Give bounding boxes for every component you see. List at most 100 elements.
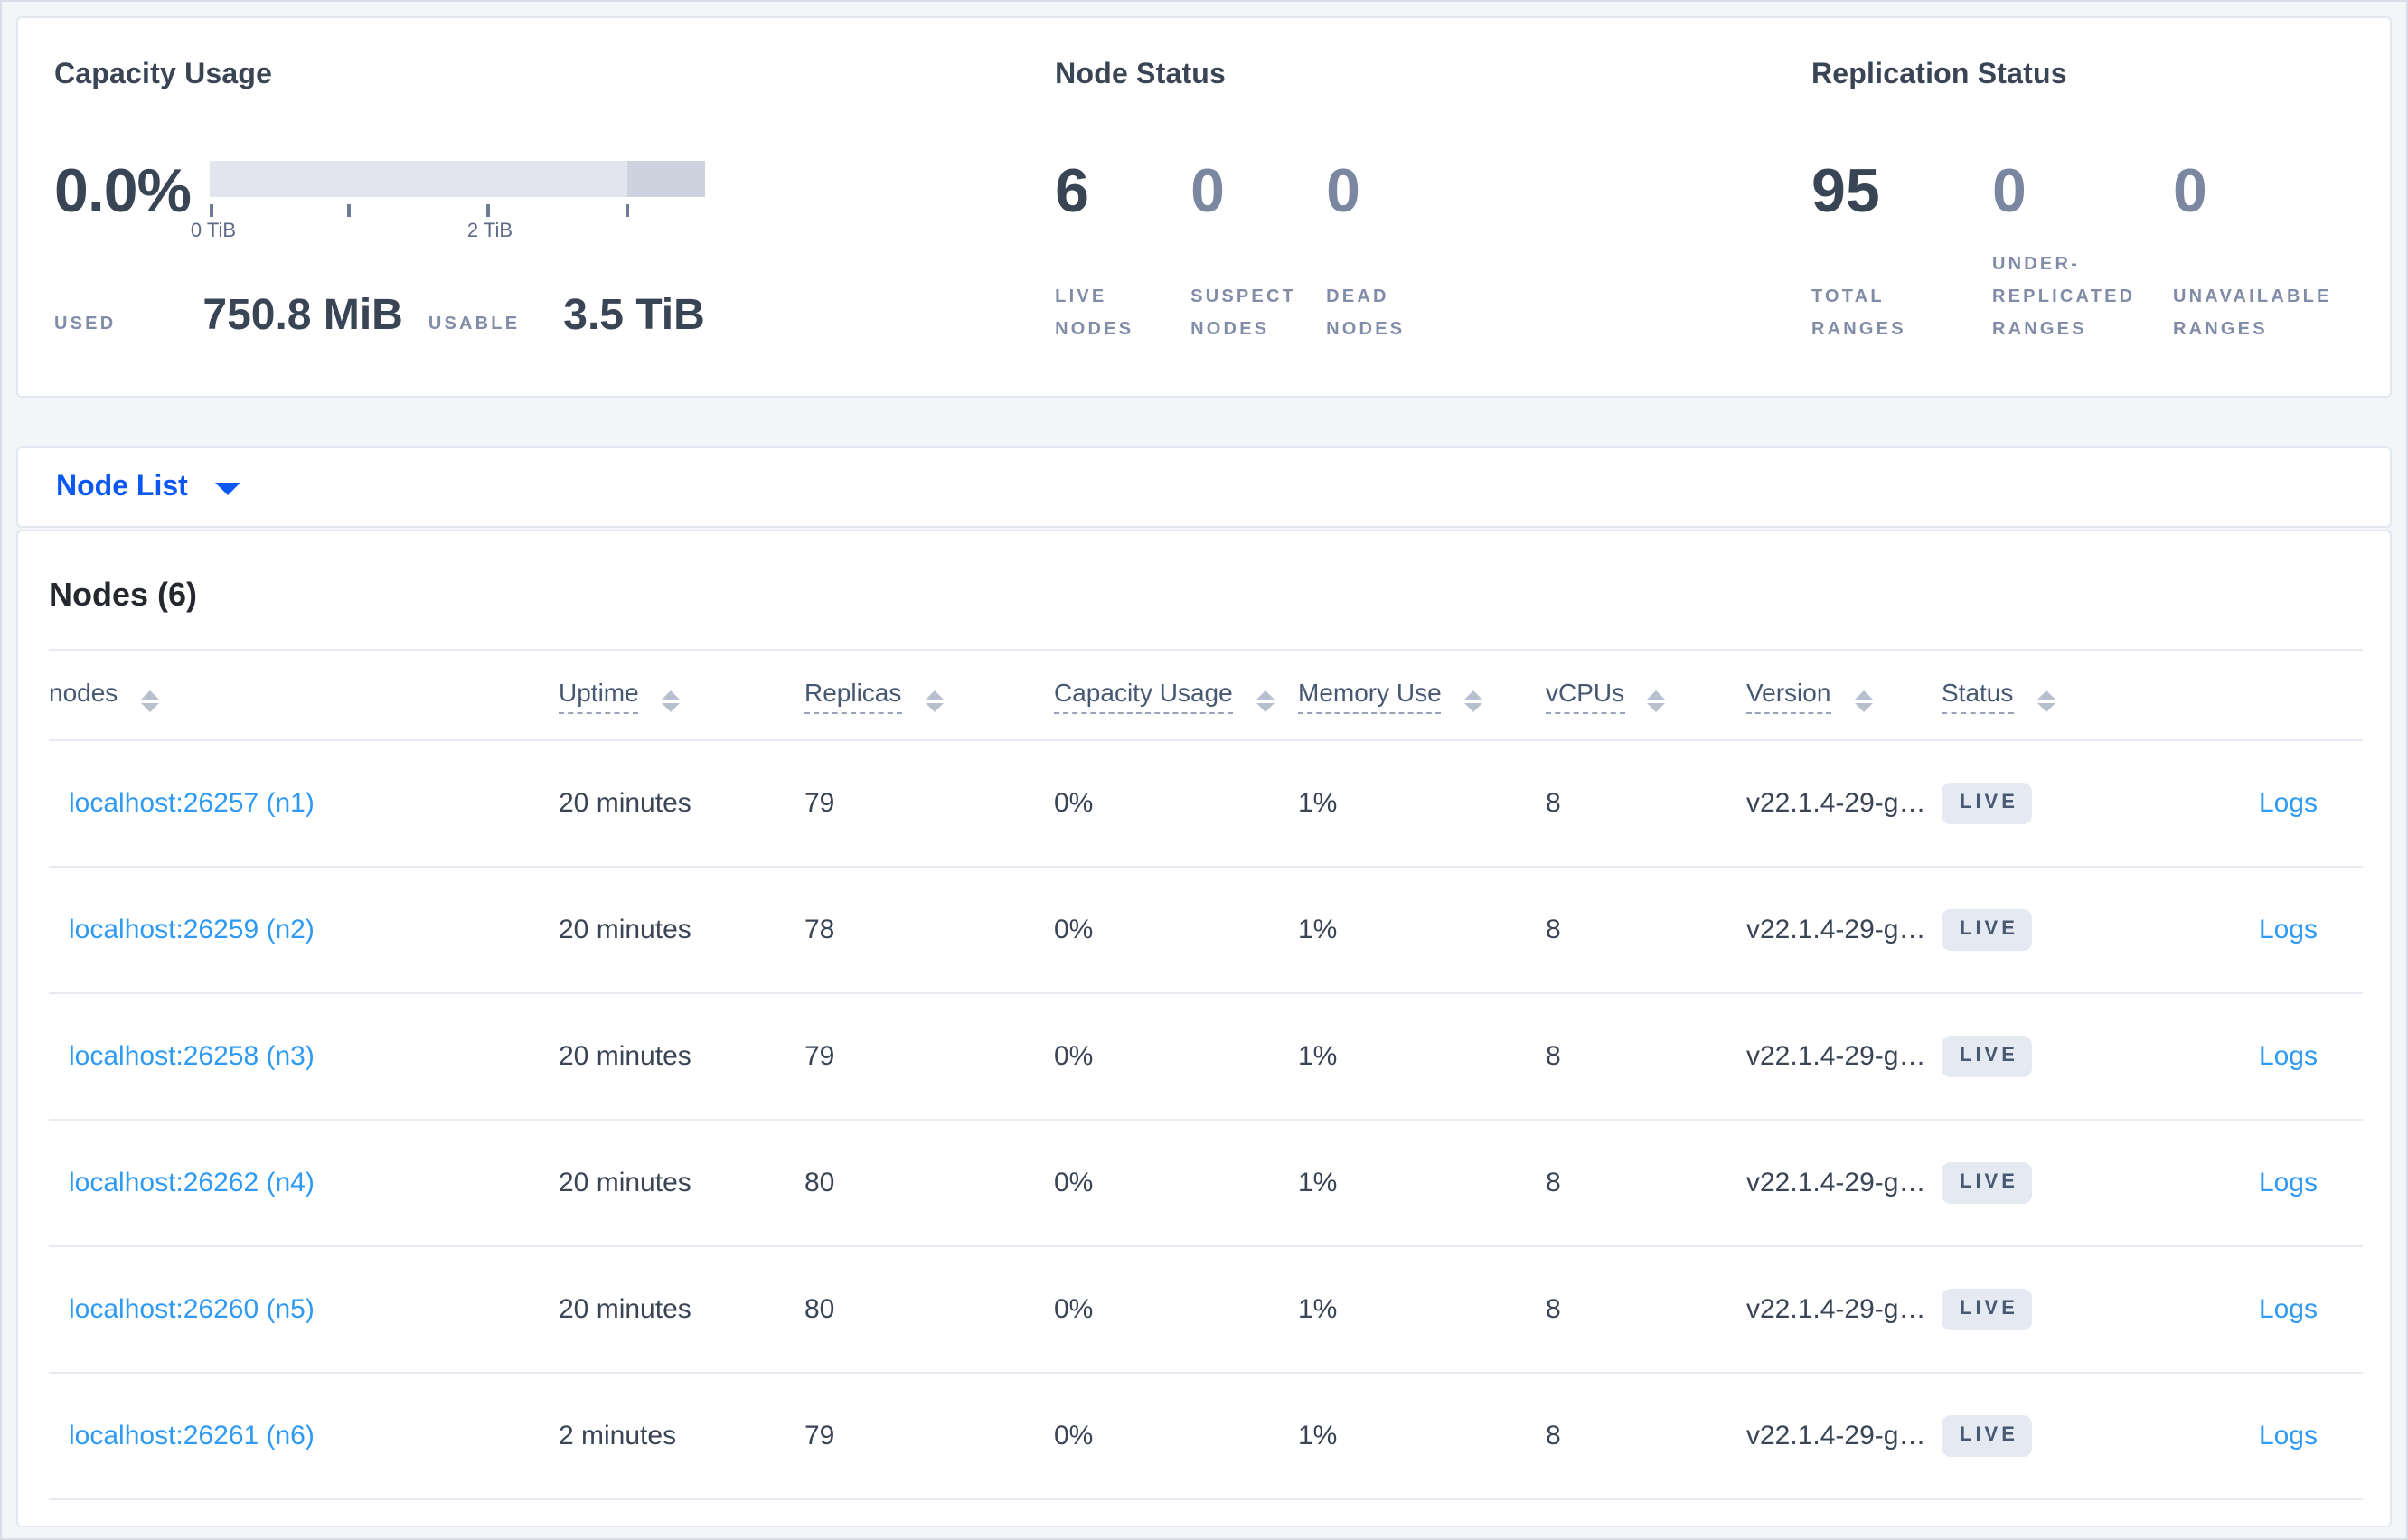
status-cell: LIVE xyxy=(1942,1246,2135,1373)
capacity-usage-cell: 0% xyxy=(1054,1294,1094,1325)
version-cell: v22.1.4-29-g… xyxy=(1746,1294,1926,1325)
stat-label: UNDER- REPLICATED RANGES xyxy=(1992,255,2136,340)
table-body: localhost:26257 (n1) 20 minutes 79 0% 1%… xyxy=(49,740,2363,1499)
status-cell: LIVE xyxy=(1942,867,2135,993)
column-header-label: Uptime xyxy=(559,678,639,714)
column-header-label: Replicas xyxy=(804,678,902,714)
stat-label: SUSPECT NODES xyxy=(1190,287,1297,340)
vcpus-cell: 8 xyxy=(1546,788,1561,819)
stat-value: 6 xyxy=(1055,157,1089,226)
capacity-usage-cell: 0% xyxy=(1054,788,1094,819)
column-header[interactable]: Version xyxy=(1746,650,1942,740)
sort-icon xyxy=(925,690,944,712)
axis-tick xyxy=(486,204,490,217)
uptime-cell: 20 minutes xyxy=(559,788,691,819)
sort-icon xyxy=(2036,690,2055,712)
stat-label: UNAVAILABLE RANGES xyxy=(2173,287,2332,340)
status-badge: LIVE xyxy=(1942,909,2033,951)
replication-status-stats: 95 TOTAL RANGES 0 UNDER- REPLICATED RANG… xyxy=(1811,159,2354,347)
capacity-usage-cell: 0% xyxy=(1054,1168,1094,1198)
cluster-summary-card: Capacity Usage 0.0% 0 TiB 2 TiB U xyxy=(16,16,2392,398)
node-link[interactable]: localhost:26257 (n1) xyxy=(69,788,315,819)
uptime-cell: 20 minutes xyxy=(559,1041,691,1072)
stat-column: 0 UNAVAILABLE RANGES xyxy=(2173,159,2354,347)
vcpus-cell: 8 xyxy=(1546,1294,1561,1325)
column-header[interactable]: Capacity Usage xyxy=(1054,650,1298,740)
column-header[interactable]: Status xyxy=(1942,650,2135,740)
vcpus-cell: 8 xyxy=(1546,1421,1561,1451)
vcpus-cell: 8 xyxy=(1546,1168,1561,1198)
logs-link[interactable]: Logs xyxy=(2258,788,2318,819)
stat-value: 0 xyxy=(1190,157,1225,226)
capacity-used-percent: 0.0% xyxy=(54,157,192,226)
column-header[interactable]: Replicas xyxy=(804,650,1054,740)
node-link[interactable]: localhost:26260 (n5) xyxy=(69,1294,315,1325)
stat-column: 6 LIVE NODES xyxy=(1055,159,1190,347)
stat-value: 0 xyxy=(1992,157,2027,226)
memory-use-cell: 1% xyxy=(1298,1168,1338,1198)
column-header-label: Status xyxy=(1942,678,2014,714)
logs-link[interactable]: Logs xyxy=(2258,915,2318,945)
node-link[interactable]: localhost:26261 (n6) xyxy=(69,1421,315,1451)
stat-column: 95 TOTAL RANGES xyxy=(1811,159,1992,347)
memory-use-cell: 1% xyxy=(1298,1041,1338,1072)
logs-link[interactable]: Logs xyxy=(2258,1421,2318,1451)
capacity-usage-cell: 0% xyxy=(1054,1041,1094,1072)
node-status-panel: Node Status 6 LIVE NODES 0 SUSPECT NODES… xyxy=(1055,56,1811,396)
column-header[interactable]: nodes xyxy=(49,650,559,740)
used-value: 750.8 MiB xyxy=(202,291,403,340)
node-row: localhost:26260 (n5) 20 minutes 80 0% 1%… xyxy=(49,1246,2363,1373)
memory-use-cell: 1% xyxy=(1298,915,1338,945)
column-header-label: Memory Use xyxy=(1298,678,1442,714)
nodes-table: nodes Uptime Replicas xyxy=(49,649,2363,1500)
axis-tick xyxy=(626,204,629,217)
replication-status-panel: Replication Status 95 TOTAL RANGES 0 UND… xyxy=(1811,56,2354,396)
view-selector-label: Node List xyxy=(56,471,188,502)
replicas-cell: 79 xyxy=(804,788,835,819)
vcpus-cell: 8 xyxy=(1546,915,1561,945)
node-row: localhost:26257 (n1) 20 minutes 79 0% 1%… xyxy=(49,740,2363,867)
replicas-cell: 79 xyxy=(804,1421,835,1451)
sort-icon xyxy=(141,690,160,712)
capacity-reserved-segment xyxy=(627,161,705,197)
logs-link[interactable]: Logs xyxy=(2258,1041,2318,1072)
status-cell: LIVE xyxy=(1942,740,2135,867)
column-header[interactable]: Memory Use xyxy=(1298,650,1546,740)
axis-tick xyxy=(347,204,351,217)
axis-tick-label: 2 TiB xyxy=(466,221,513,242)
stat-column: 0 SUSPECT NODES xyxy=(1190,159,1326,347)
version-cell: v22.1.4-29-g… xyxy=(1746,915,1926,945)
status-badge: LIVE xyxy=(1942,1162,2033,1204)
node-row: localhost:26259 (n2) 20 minutes 78 0% 1%… xyxy=(49,867,2363,993)
stat-label: LIVE NODES xyxy=(1055,287,1134,340)
axis-tick xyxy=(210,204,213,217)
column-header[interactable]: Uptime xyxy=(559,650,804,740)
logs-link[interactable]: Logs xyxy=(2258,1294,2318,1325)
node-row: localhost:26258 (n3) 20 minutes 79 0% 1%… xyxy=(49,993,2363,1120)
stat-value: 0 xyxy=(1326,157,1360,226)
stat-label: DEAD NODES xyxy=(1326,287,1406,340)
node-link[interactable]: localhost:26262 (n4) xyxy=(69,1168,315,1198)
version-cell: v22.1.4-29-g… xyxy=(1746,1041,1926,1072)
replicas-cell: 80 xyxy=(804,1168,835,1198)
vcpus-cell: 8 xyxy=(1546,1041,1561,1072)
column-header-label: vCPUs xyxy=(1546,678,1625,714)
node-link[interactable]: localhost:26259 (n2) xyxy=(69,915,315,945)
replicas-cell: 79 xyxy=(804,1041,835,1072)
capacity-bar-chart: 0 TiB 2 TiB xyxy=(191,159,705,242)
view-selector-dropdown[interactable]: Node List xyxy=(56,471,240,503)
status-cell: LIVE xyxy=(1942,1373,2135,1499)
node-link[interactable]: localhost:26258 (n3) xyxy=(69,1041,315,1072)
column-header[interactable]: vCPUs xyxy=(1546,650,1746,740)
replicas-cell: 80 xyxy=(804,1294,835,1325)
status-cell: LIVE xyxy=(1942,1120,2135,1246)
sort-icon xyxy=(662,690,681,712)
uptime-cell: 20 minutes xyxy=(559,1168,691,1198)
logs-link[interactable]: Logs xyxy=(2258,1168,2318,1198)
status-badge: LIVE xyxy=(1942,1415,2033,1457)
capacity-usage-title: Capacity Usage xyxy=(54,60,273,90)
node-row: localhost:26262 (n4) 20 minutes 80 0% 1%… xyxy=(49,1120,2363,1246)
status-badge: LIVE xyxy=(1942,783,2033,824)
capacity-usage-panel: Capacity Usage 0.0% 0 TiB 2 TiB U xyxy=(54,56,1055,396)
